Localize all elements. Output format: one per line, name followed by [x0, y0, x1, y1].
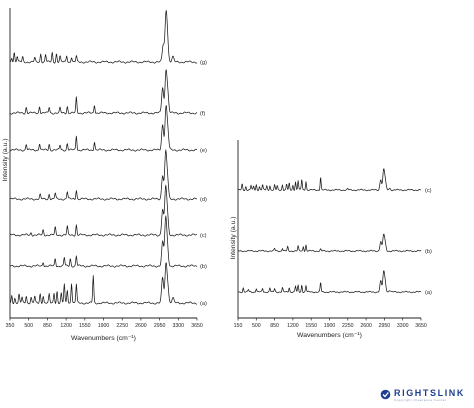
spectrum-trace: [9, 69, 198, 115]
x-tick-label: 1550: [79, 323, 91, 329]
x-axis-label: Wavenumbers (cm⁻¹): [297, 332, 362, 339]
x-tick-label: 1900: [98, 323, 110, 329]
y-axis-label: Intensity (a.u.): [230, 216, 237, 259]
spectrum-trace: [9, 105, 198, 152]
trace-label: (b): [200, 264, 207, 270]
x-tick-label: 850: [270, 323, 279, 329]
x-tick-label: 2600: [135, 323, 147, 329]
spectrum-trace: [237, 168, 422, 192]
trace-label: (g): [200, 60, 207, 66]
trace-label: (c): [200, 233, 207, 239]
rightslink-logo: RIGHTSLINK Copyright Clearance Center: [380, 388, 470, 402]
x-tick-label: 2250: [116, 323, 128, 329]
x-tick-label: 2600: [360, 323, 372, 329]
x-tick-label: 3650: [191, 323, 203, 329]
rightslink-logo-subtext: Copyright Clearance Center: [394, 398, 447, 402]
x-tick-label: 500: [252, 323, 261, 329]
x-tick-label: 1900: [324, 323, 336, 329]
trace-label: (f): [200, 111, 205, 117]
x-axis-label: Wavenumbers (cm⁻¹): [71, 335, 136, 342]
spectrum-trace: [237, 270, 422, 294]
trace-label: (c): [425, 188, 432, 194]
x-tick-label: 500: [24, 323, 33, 329]
x-tick-label: 850: [43, 323, 52, 329]
rightslink-logo-icon: [380, 389, 391, 400]
y-axis-label: Intensity (a.u.): [2, 138, 9, 181]
spectrum-trace: [9, 184, 198, 237]
spectrum-trace: [9, 149, 198, 201]
x-tick-label: 1200: [60, 323, 72, 329]
x-tick-label: 2250: [342, 323, 354, 329]
trace-label: (d): [200, 197, 207, 203]
rightslink-logo-text: RIGHTSLINK: [394, 388, 465, 398]
x-tick-label: 2950: [154, 323, 166, 329]
x-tick-label: 3650: [415, 323, 427, 329]
spectrum-trace: [9, 262, 198, 305]
spectrum-trace: [237, 233, 422, 253]
x-tick-label: 350: [6, 323, 15, 329]
spectra-panel-right: 150 500 850 1200 1550 1900 2250 2600 2950 3300 365…: [230, 140, 432, 339]
x-tick-label: 1200: [287, 323, 299, 329]
x-tick-label: 150: [234, 323, 243, 329]
spectrum-trace: [9, 215, 198, 268]
x-tick-label: 3300: [397, 323, 409, 329]
trace-label: (a): [200, 301, 207, 307]
trace-label: (e): [200, 148, 207, 154]
x-tick-label: 3300: [173, 323, 185, 329]
x-tick-label: 2950: [379, 323, 391, 329]
trace-label: (b): [425, 249, 432, 255]
spectra-panel-left: 350 500 850 1200 1550 1900 2250 2600 2950 3300 365…: [2, 8, 207, 342]
spectrum-trace: [9, 10, 198, 64]
trace-label: (a): [425, 290, 432, 296]
x-tick-label: 1550: [305, 323, 317, 329]
